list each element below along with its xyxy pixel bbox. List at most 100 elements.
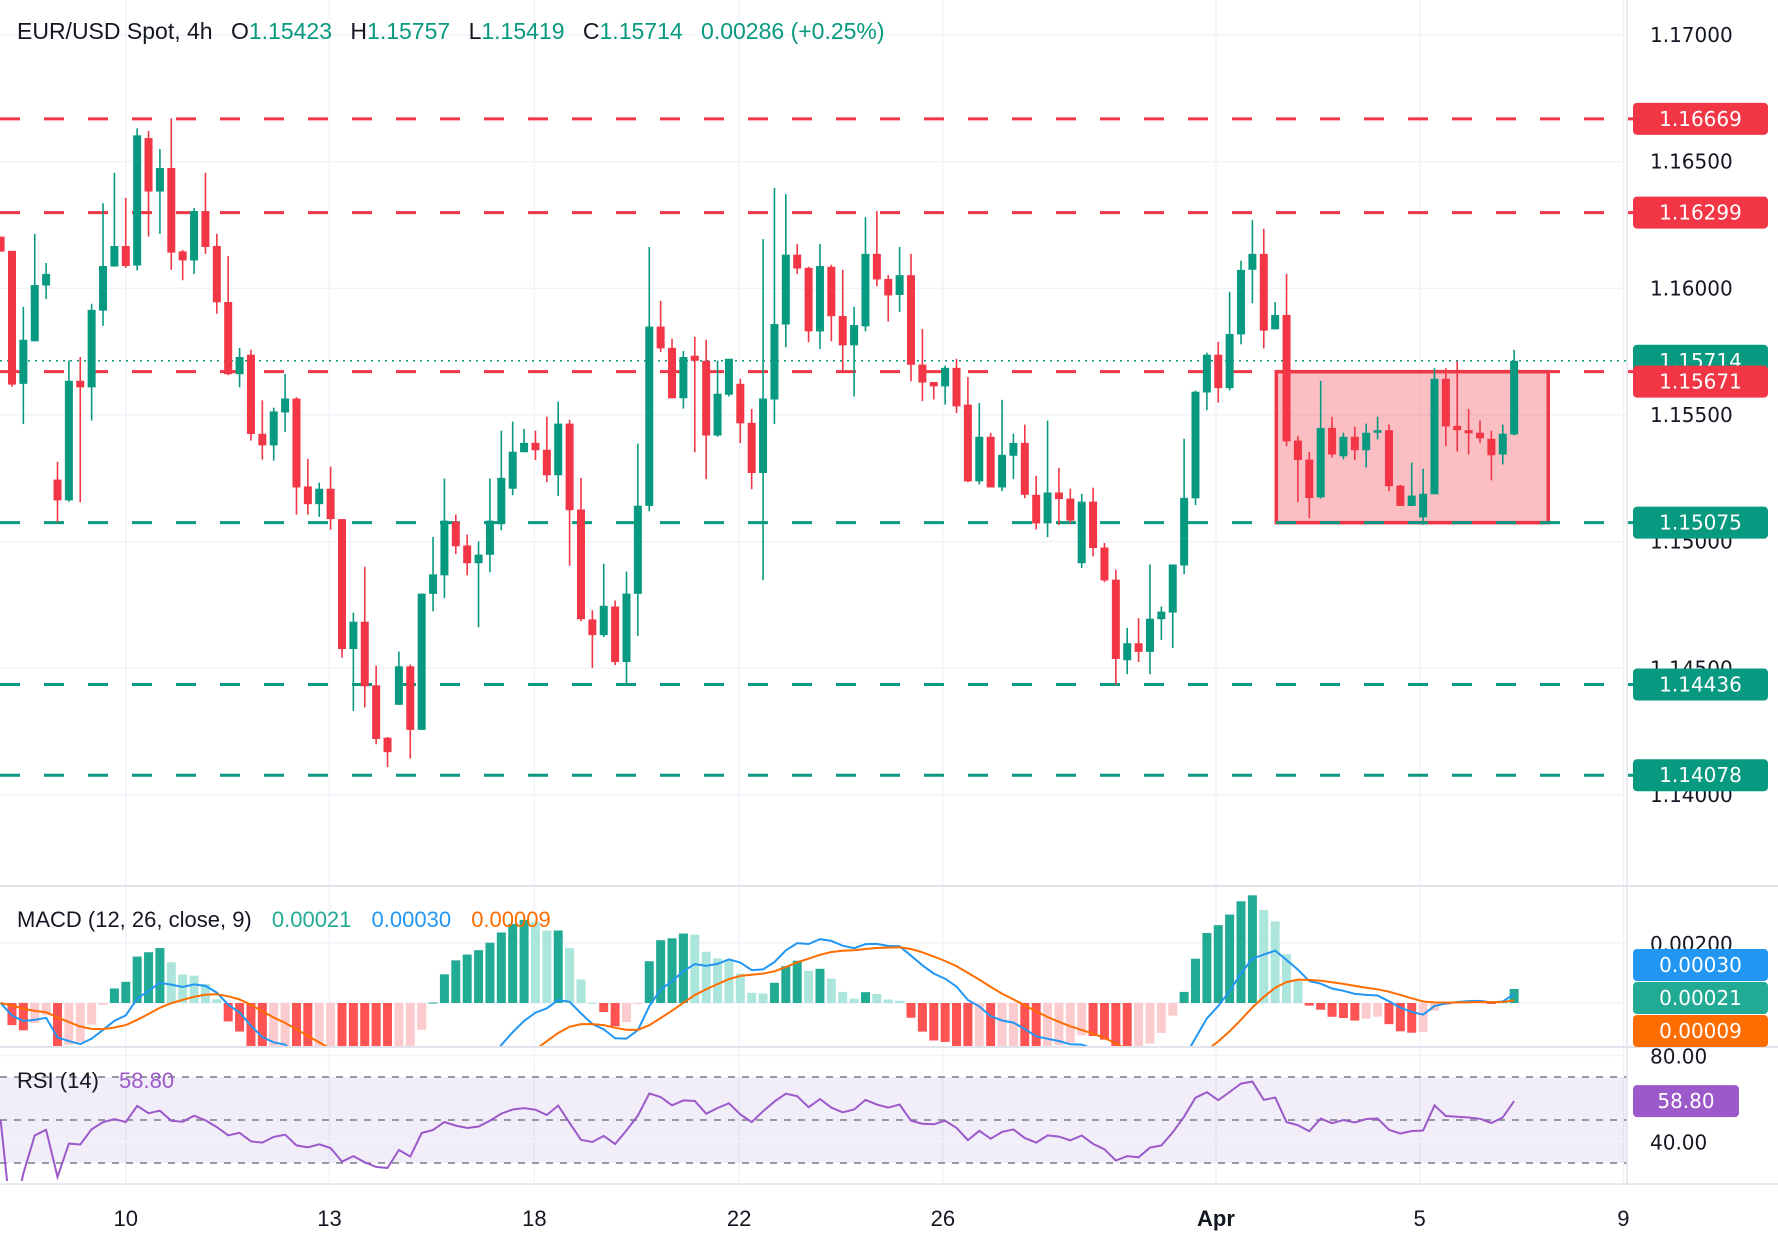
macd-histogram-bar — [1418, 1003, 1428, 1032]
candle — [1373, 416, 1382, 440]
macd-signal-label: 0.00009 — [1633, 1015, 1768, 1047]
open-value: 1.15423 — [248, 18, 333, 44]
candle-body — [998, 454, 1007, 488]
macd-histogram-bar — [747, 992, 757, 1003]
macd-histogram-bar — [394, 1003, 404, 1046]
candle-body — [1441, 378, 1450, 427]
candle — [975, 402, 984, 485]
candle — [1248, 220, 1257, 304]
macd-histogram-bar — [371, 1003, 381, 1046]
candle-body — [372, 685, 381, 740]
candle — [372, 665, 381, 745]
candle-body — [656, 326, 665, 349]
candle — [1225, 291, 1234, 391]
macd-histogram-bar — [1008, 1003, 1018, 1046]
candle — [1476, 420, 1484, 444]
candle-body — [201, 211, 210, 248]
candle-body — [1180, 497, 1189, 566]
candle — [907, 253, 915, 382]
candle — [599, 563, 608, 638]
macd-histogram-bar — [144, 952, 154, 1003]
candle — [531, 430, 540, 461]
candle-body — [406, 666, 415, 730]
macd-histogram-bar — [439, 974, 449, 1003]
candle-body — [7, 250, 16, 385]
candle-body — [1510, 360, 1519, 435]
candle — [1407, 462, 1416, 506]
candle-body — [1077, 501, 1086, 564]
candle-body — [1191, 391, 1200, 499]
candle-body — [952, 367, 961, 407]
macd-histogram-bar — [735, 973, 745, 1003]
candle — [872, 211, 881, 287]
candle — [1430, 368, 1439, 495]
candle-body — [508, 451, 517, 489]
macd-histogram-bar — [269, 1003, 279, 1046]
macd-histogram-bar — [1031, 1003, 1041, 1046]
candle — [258, 400, 267, 460]
time-tick-label: 18 — [522, 1206, 546, 1231]
macd-histogram-bar — [1077, 1003, 1087, 1036]
macd-histogram-bar — [701, 951, 711, 1003]
candle-body — [429, 574, 438, 594]
macd-histogram-bar — [781, 966, 791, 1003]
candle — [1077, 493, 1086, 569]
candle-body — [30, 285, 39, 342]
macd-histogram-bar — [1350, 1003, 1360, 1021]
macd-histogram-bar — [326, 1003, 336, 1046]
candle-body — [1009, 442, 1018, 456]
candle-body — [224, 302, 233, 375]
low-label: L — [468, 18, 482, 44]
candle-body — [235, 356, 244, 375]
macd-histogram-bar — [1065, 1003, 1075, 1043]
macd-histogram-bar — [1247, 895, 1257, 1003]
macd-histogram-bar — [690, 934, 700, 1003]
candle — [315, 482, 324, 517]
candle-body — [633, 505, 642, 594]
candle — [884, 275, 893, 322]
candle-body — [1362, 432, 1371, 451]
candle-body — [531, 442, 540, 451]
candle — [76, 356, 85, 503]
candle — [155, 148, 164, 234]
candle-body — [474, 554, 483, 564]
macd-histogram-bar — [7, 1003, 17, 1026]
candle — [1214, 341, 1223, 403]
macd-signal-value: 0.00009 — [471, 907, 551, 932]
candle-body — [121, 246, 130, 267]
candle-body — [770, 324, 779, 400]
macd-signal-line — [0, 946, 1515, 1046]
macd-histogram-bar — [929, 1003, 939, 1041]
macd-histogram-bar — [30, 1003, 40, 1023]
macd-histogram-bar — [383, 1003, 393, 1046]
candle-body — [326, 488, 335, 520]
candle-body — [303, 486, 312, 505]
macd-histogram-bar — [758, 993, 768, 1003]
candle — [1191, 390, 1200, 506]
high-label: H — [350, 18, 368, 44]
macd-histogram-bar — [496, 932, 506, 1003]
candle — [1089, 487, 1098, 557]
candle — [178, 250, 187, 281]
candle-body — [781, 254, 790, 325]
macd-histogram-bar — [360, 1003, 370, 1046]
candle-body — [1271, 314, 1280, 330]
rsi-value-label: 58.80 — [1633, 1085, 1739, 1118]
candle — [759, 239, 768, 581]
macd-histogram-bar — [667, 938, 677, 1003]
macd-histogram-bar — [986, 1003, 996, 1046]
candle — [1362, 423, 1371, 468]
level-price-label: 1.16299 — [1633, 196, 1768, 229]
candle — [326, 466, 335, 530]
level-price-label: 1.14078 — [1633, 759, 1768, 792]
candle-body — [690, 355, 699, 361]
candle-body — [645, 326, 654, 506]
candle-body — [1066, 498, 1075, 521]
candle-body — [713, 393, 722, 436]
low-value: 1.15419 — [481, 18, 565, 44]
candle — [19, 306, 28, 425]
candle-body — [133, 135, 142, 266]
macd-histogram-bar — [474, 950, 484, 1003]
